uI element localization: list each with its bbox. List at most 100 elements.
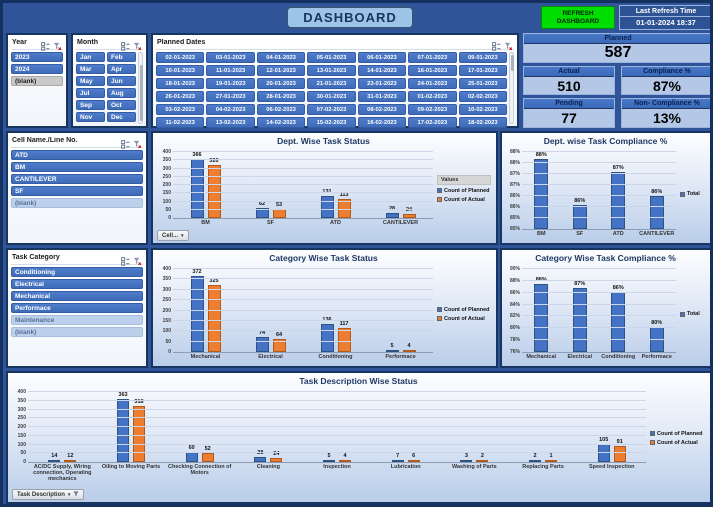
slicer-item[interactable]: 06-02-2023 [256, 104, 306, 115]
slicer-item[interactable]: 18-01-2023 [156, 78, 205, 89]
clear-filter-icon[interactable] [133, 38, 142, 51]
slicer-item[interactable]: 14-01-2023 [357, 65, 407, 76]
slicer-item[interactable]: 21-01-2023 [307, 78, 356, 89]
slicer-item[interactable]: Jan [76, 52, 105, 62]
y-tick-label: 250 [17, 415, 26, 422]
slicer-item[interactable]: (blank) [11, 327, 143, 337]
x-axis-labels: Mechanical Electrical Conditioning Performa… [173, 353, 433, 363]
slicer-item[interactable]: 10-01-2023 [156, 65, 205, 76]
slicer-scrollbar[interactable] [138, 52, 143, 124]
clear-filter-icon[interactable] [133, 253, 142, 266]
slicer-item[interactable]: 17-01-2023 [458, 65, 507, 76]
slicer-item[interactable]: 27-01-2023 [206, 91, 255, 102]
slicer-item[interactable]: Apr [107, 64, 136, 74]
slicer-item[interactable]: (blank) [11, 76, 63, 86]
slicer-item[interactable]: 23-01-2023 [357, 78, 407, 89]
slicer-item[interactable]: 03-01-2023 [206, 52, 255, 63]
slicer-item[interactable]: 31-01-2023 [357, 91, 407, 102]
slicer-item[interactable]: Sep [76, 100, 105, 110]
multi-select-icon[interactable] [121, 253, 130, 266]
slicer-item[interactable]: 2023 [11, 52, 63, 62]
slicer-item[interactable]: 06-01-2023 [357, 52, 407, 63]
slicer-item[interactable]: 03-02-2023 [156, 104, 205, 115]
slicer-item[interactable]: 11-02-2023 [156, 117, 205, 128]
multi-select-icon[interactable] [121, 136, 130, 149]
slicer-item[interactable]: Nov [76, 112, 105, 122]
slicer-item[interactable]: 16-01-2023 [408, 65, 457, 76]
slicer-scrollbar[interactable] [509, 52, 514, 124]
slicer-item[interactable]: 01-02-2023 [408, 91, 457, 102]
slicer-item[interactable]: May [76, 76, 105, 86]
slicer-item[interactable]: Electrical [11, 279, 143, 289]
slicer-item[interactable]: 09-01-2023 [458, 52, 507, 63]
slicer-item[interactable]: 24-01-2023 [408, 78, 457, 89]
slicer-item[interactable]: Jun [107, 76, 136, 86]
slicer-item[interactable]: 25-01-2023 [458, 78, 507, 89]
x-axis-labels: AC/DC Supply, Wiring connection, Operati… [28, 463, 646, 488]
slicer-item[interactable]: Maintenance [11, 315, 143, 325]
slicer-item[interactable]: BM [11, 162, 143, 172]
clear-filter-icon[interactable] [53, 38, 62, 51]
slicer-item[interactable]: Dec [107, 112, 136, 122]
y-axis: 400 350 300 250 200 150 100 50 0 [156, 148, 173, 229]
slicer-item[interactable]: Jul [76, 88, 105, 98]
slicer-item[interactable]: Oct [107, 100, 136, 110]
clear-filter-icon[interactable] [133, 136, 142, 149]
chart-category-group: 363 318 [97, 392, 166, 462]
slicer-item[interactable]: Performace [11, 303, 143, 313]
slicer-item[interactable]: 16-02-2023 [357, 117, 407, 128]
field-button[interactable]: Cell... ▾ [157, 230, 189, 241]
slicer-item[interactable]: 15-02-2023 [307, 117, 356, 128]
slicer-item[interactable]: 12-01-2023 [256, 65, 306, 76]
multi-select-icon[interactable] [41, 38, 50, 51]
scrollbar-thumb[interactable] [510, 55, 514, 71]
slicer-item[interactable]: 20-01-2023 [256, 78, 306, 89]
bar-value-label: 86% [612, 284, 624, 291]
slicer-item[interactable]: 14-02-2023 [256, 117, 306, 128]
slicer-item[interactable]: 04-02-2023 [206, 104, 255, 115]
slicer-item[interactable]: 13-01-2023 [307, 65, 356, 76]
plot-area: 88%87%86%80% [522, 265, 676, 353]
kpi-actual-value: 510 [557, 77, 581, 94]
slicer-item[interactable]: SF [11, 186, 143, 196]
slicer-item[interactable]: Aug [107, 88, 136, 98]
slicer-item[interactable]: 18-02-2023 [458, 117, 507, 128]
bar-value-label: 372 [192, 269, 202, 275]
slicer-item[interactable]: ATD [11, 150, 143, 160]
clear-filter-icon[interactable] [504, 38, 513, 51]
slicer-item[interactable]: 05-01-2023 [307, 52, 356, 63]
scrollbar-thumb[interactable] [139, 65, 143, 121]
slicer-item[interactable]: (blank) [11, 198, 143, 208]
slicer-item[interactable]: Mar [76, 64, 105, 74]
slicer-item[interactable]: 10-02-2023 [458, 104, 507, 115]
slicer-item[interactable]: 19-01-2023 [206, 78, 255, 89]
slicer-item[interactable]: 08-02-2023 [357, 104, 407, 115]
refresh-dashboard-button[interactable]: REFRESH DASHBOARD [541, 6, 615, 29]
bar-group: 117 [337, 269, 351, 352]
slicer-item[interactable]: Conditioning [11, 267, 143, 277]
slicer-item[interactable]: 17-02-2023 [408, 117, 457, 128]
multi-select-icon[interactable] [121, 38, 130, 51]
slicer-item[interactable]: 02-01-2023 [156, 52, 205, 63]
field-button[interactable]: Task Description ▾ [12, 489, 85, 500]
slicer-item[interactable]: 09-02-2023 [408, 104, 457, 115]
bar-value-label: 87% [574, 280, 586, 287]
slicer-item[interactable]: 04-01-2023 [256, 52, 306, 63]
slicer-item[interactable]: 26-01-2023 [156, 91, 205, 102]
slicer-item[interactable]: 30-01-2023 [307, 91, 356, 102]
slicer-item[interactable]: 02-02-2023 [458, 91, 507, 102]
slicer-item[interactable]: 11-01-2023 [206, 65, 255, 76]
slicer-item[interactable]: 07-02-2023 [307, 104, 356, 115]
multi-select-icon[interactable] [492, 38, 501, 51]
slicer-item[interactable]: 2024 [11, 64, 63, 74]
bar-value-label: 113 [339, 192, 349, 199]
slicer-item[interactable]: CANTILEVER [11, 174, 143, 184]
slicer-item[interactable]: 07-01-2023 [408, 52, 457, 63]
plot-inner: 1412363318605228245476322110591 [28, 391, 646, 462]
slicer-item[interactable]: 28-01-2023 [256, 91, 306, 102]
y-tick-label: 88% [509, 160, 520, 166]
slicer-item[interactable]: Feb [107, 52, 136, 62]
slicer-item[interactable]: Mechanical [11, 291, 143, 301]
slicer-item[interactable]: 13-02-2023 [206, 117, 255, 128]
last-refresh-time-box: Last Refresh Time 01-01-2024 18:37 [619, 5, 710, 30]
